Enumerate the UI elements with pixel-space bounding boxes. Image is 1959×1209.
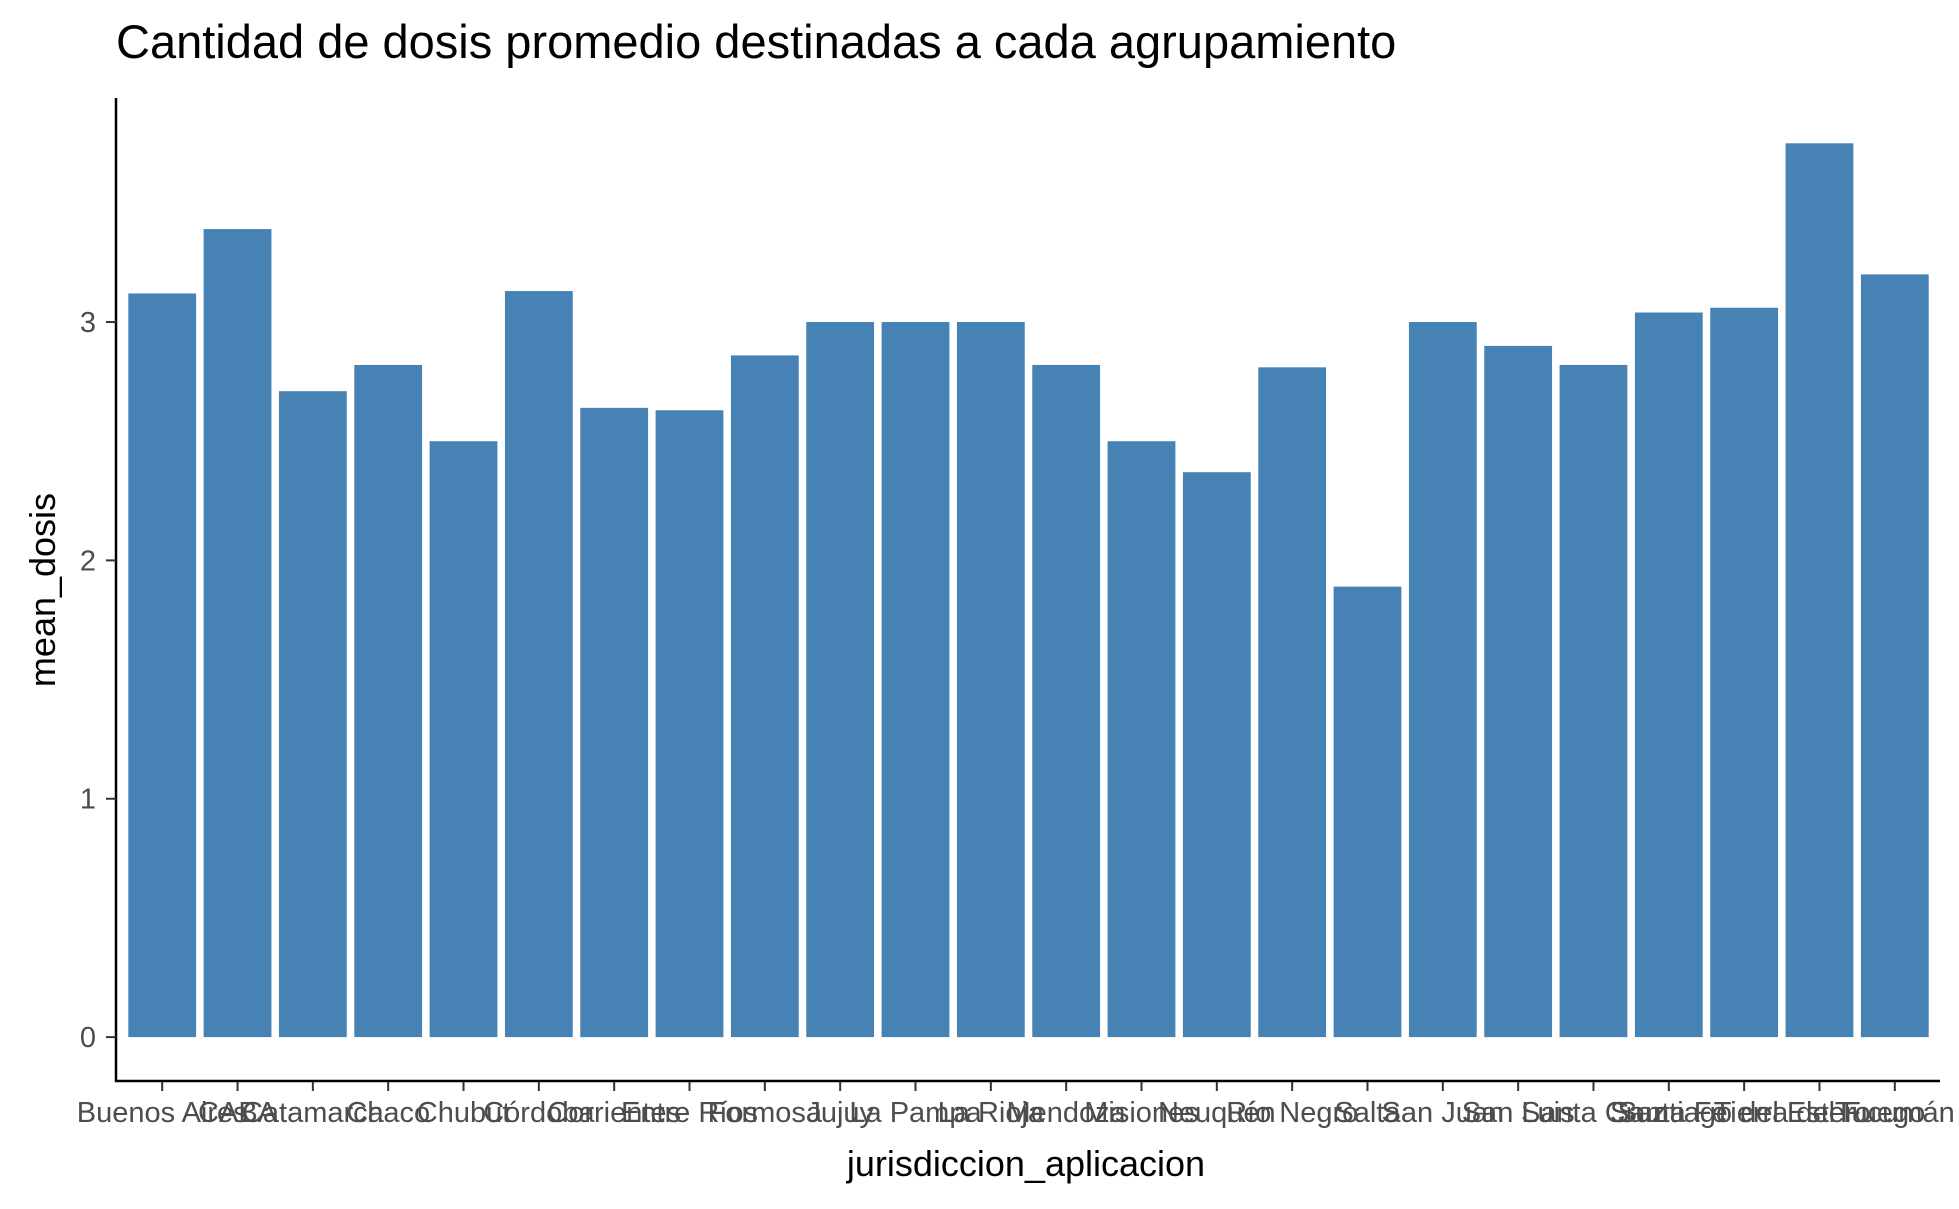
bar-santiago-del-estero [1710, 307, 1779, 1038]
x-tick-label: Formosa [708, 1097, 823, 1129]
x-tick-label: Santiago del Estero [1618, 1097, 1871, 1129]
x-tick-label: Jujuy [806, 1097, 874, 1129]
x-tick-label: Córdoba [483, 1097, 595, 1129]
bar-neuqu-n [1182, 472, 1251, 1038]
bar-san-luis [1484, 345, 1553, 1038]
y-ticks: 0 1 2 3 [80, 307, 116, 1054]
x-tick-label: Río Negro [1226, 1097, 1358, 1129]
bar-c-rdoba [504, 291, 573, 1038]
x-tick-label: Salta [1334, 1097, 1401, 1129]
x-tick-label: Corrientes [547, 1097, 681, 1129]
chart-title: Cantidad de dosis promedio destinadas a … [116, 15, 1397, 68]
bar-tierra-del-fuego [1785, 143, 1854, 1038]
bar-misiones [1107, 441, 1176, 1038]
x-tick-label: Santa Fe [1610, 1097, 1728, 1129]
x-tick-label: Santa Cruz [1521, 1097, 1666, 1129]
bar-formosa [730, 355, 799, 1038]
x-tick-label: Entre Ríos [621, 1097, 758, 1129]
x-tick-label: Tucumán [1835, 1097, 1955, 1129]
bar-corrientes [580, 407, 649, 1038]
x-tick-label: La Rioja [938, 1097, 1045, 1129]
x-ticks: Buenos AiresCABACatamarcaChacoChubutCórd… [77, 1082, 1955, 1129]
bars-layer [128, 143, 1929, 1038]
bar-santa-fe [1634, 312, 1703, 1038]
x-tick-label: CABA [198, 1097, 278, 1129]
x-tick-label: Misiones [1084, 1097, 1198, 1129]
bar-chubut [429, 441, 498, 1038]
x-tick-label: La Pampa [849, 1097, 982, 1129]
y-tick-label: 2 [80, 545, 96, 577]
x-tick-label: San Luis [1462, 1097, 1575, 1129]
axes-layer [114, 98, 1940, 1083]
x-tick-label: Buenos Aires [77, 1097, 248, 1129]
bar-la-rioja [956, 322, 1025, 1038]
bar-caba [203, 229, 272, 1038]
bar-san-juan [1408, 322, 1477, 1038]
y-tick-label: 0 [80, 1022, 96, 1054]
x-tick-label: Neuquén [1158, 1097, 1276, 1129]
bar-la-pampa [881, 322, 950, 1038]
bar-entre-r-os [655, 410, 724, 1038]
bar-salta [1333, 586, 1402, 1038]
x-axis-title: jurisdiccion_aplicacion [846, 1143, 1205, 1184]
x-tick-label: Chaco [346, 1097, 430, 1129]
bar-mendoza [1032, 364, 1101, 1038]
bar-jujuy [806, 322, 875, 1038]
bar-buenos-aires [128, 293, 197, 1038]
y-tick-label: 1 [80, 784, 96, 816]
x-tick-label: Chubut [417, 1097, 511, 1129]
bar-catamarca [278, 391, 347, 1038]
bar-r-o-negro [1258, 367, 1327, 1038]
x-tick-label: Mendoza [1007, 1097, 1127, 1129]
bar-tucum-n [1860, 274, 1929, 1038]
x-tick-label: Tierra del Fuego [1714, 1097, 1926, 1129]
bar-chaco [354, 364, 423, 1038]
y-axis-title: mean_dosis [22, 493, 63, 687]
y-tick-label: 3 [80, 307, 96, 339]
bar-santa-cruz [1559, 364, 1628, 1038]
x-tick-label: San Juan [1382, 1097, 1505, 1129]
x-tick-label: Catamarca [242, 1097, 385, 1129]
